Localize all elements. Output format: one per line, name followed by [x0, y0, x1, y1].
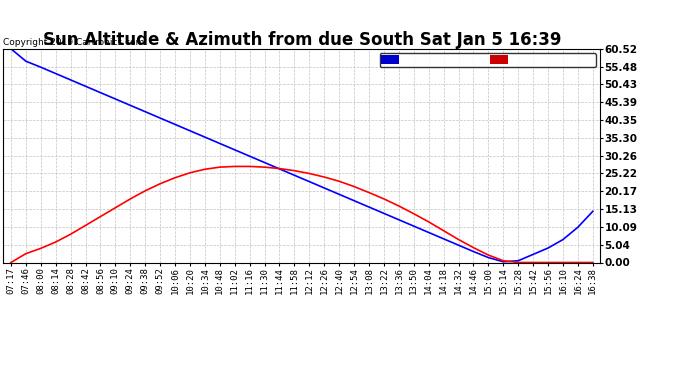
Text: Copyright 2019 Cartronics.com: Copyright 2019 Cartronics.com — [3, 38, 145, 46]
Title: Sun Altitude & Azimuth from due South Sat Jan 5 16:39: Sun Altitude & Azimuth from due South Sa… — [43, 31, 561, 49]
Legend: Azimuth (Angle °), Altitude (Angle °): Azimuth (Angle °), Altitude (Angle °) — [380, 53, 595, 66]
